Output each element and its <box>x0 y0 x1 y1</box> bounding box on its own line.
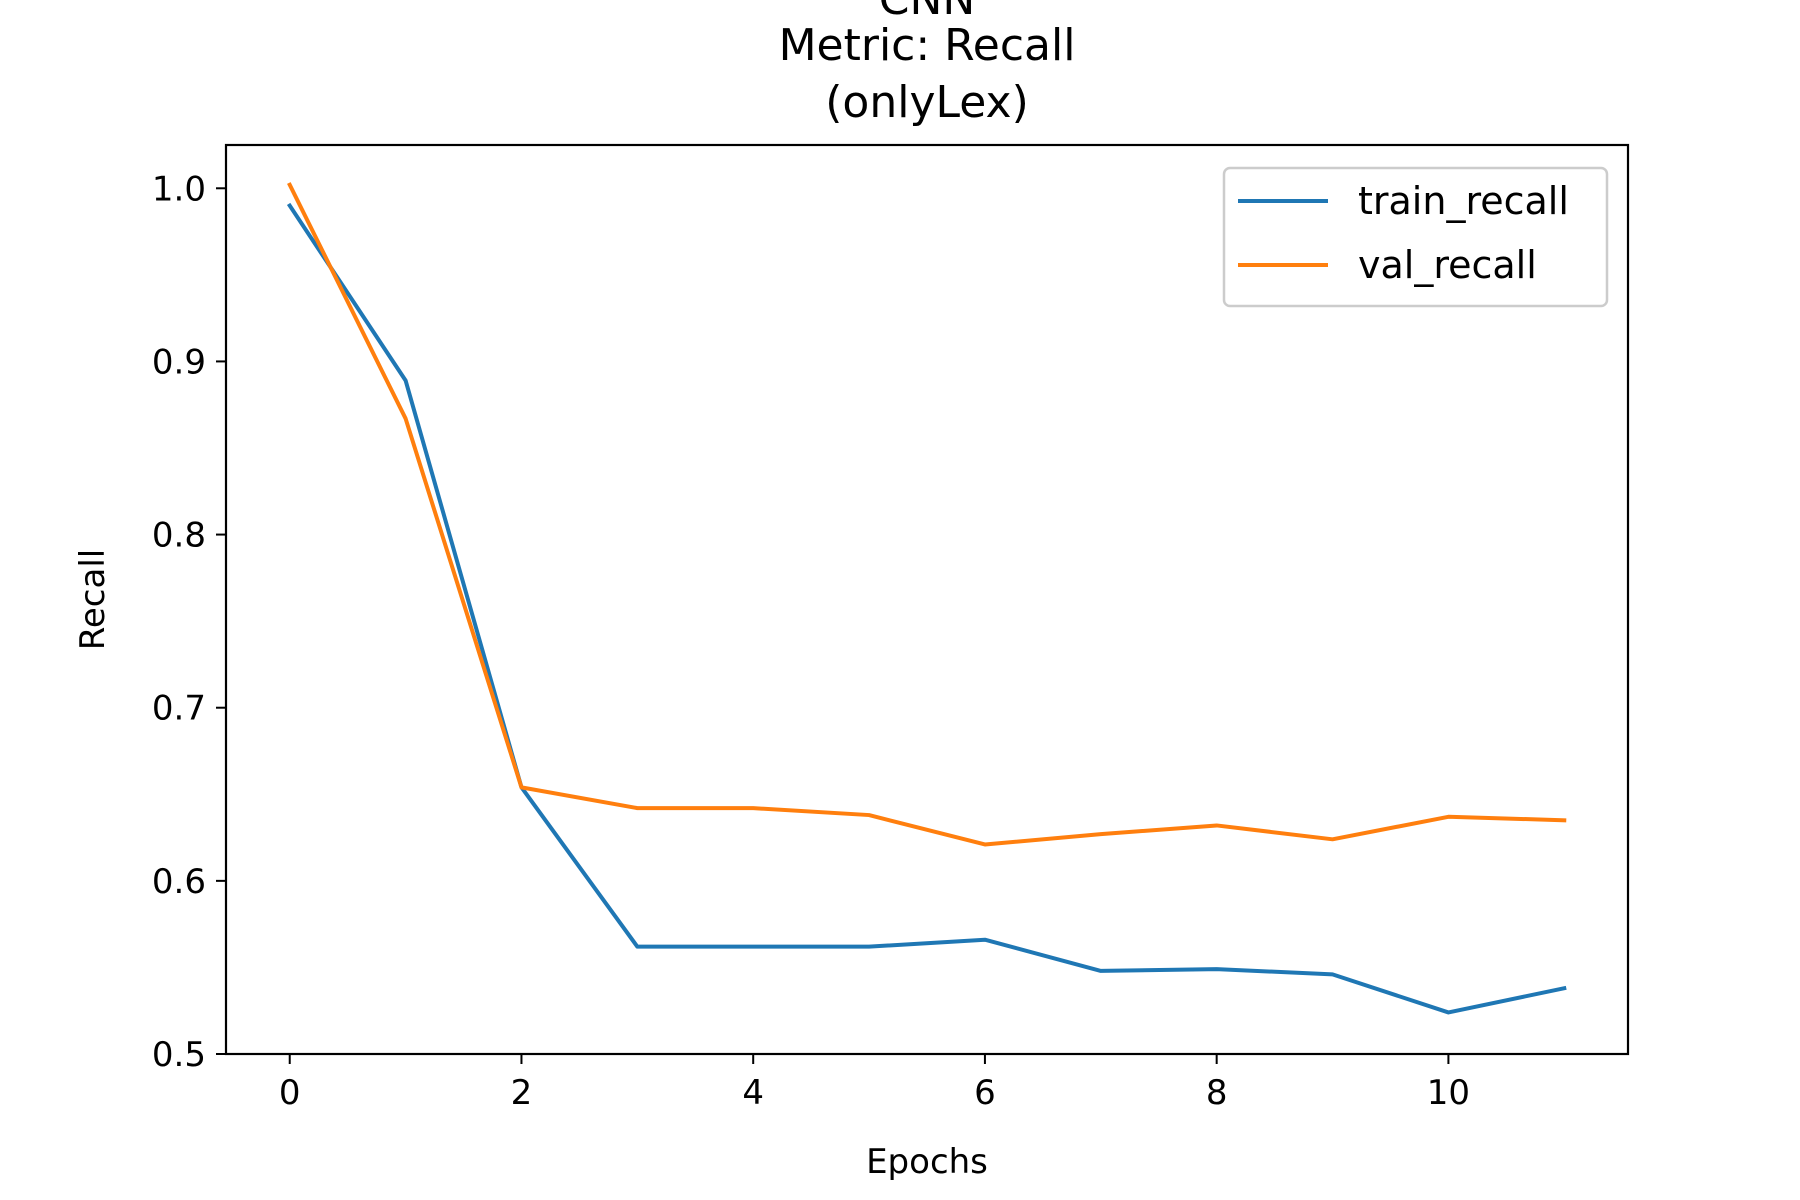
series-line-val_recall <box>287 182 1567 847</box>
x-axis-label: Epochs <box>866 1142 988 1182</box>
y-tick-label: 0.9 <box>152 342 206 382</box>
y-tick-label: 0.6 <box>152 862 206 902</box>
chart-title-line: Metric: Recall <box>779 20 1076 71</box>
y-axis-label: Recall <box>73 549 113 650</box>
chart-title-line: (onlyLex) <box>825 77 1028 128</box>
plot-area-frame <box>224 143 1630 1056</box>
legend-label: train_recall <box>1358 179 1569 223</box>
chart-title: CNNMetric: Recall (onlyLex) <box>779 0 1076 128</box>
y-tick-label: 0.7 <box>152 689 206 729</box>
chart-title-line: CNN <box>879 0 976 25</box>
y-tick-label: 1.0 <box>152 169 206 209</box>
y-tick-label: 0.8 <box>152 516 206 556</box>
series-line-train_recall <box>286 202 1567 1015</box>
x-tick-label: 6 <box>974 1073 996 1113</box>
x-tick-label: 4 <box>742 1073 764 1113</box>
x-tick-label: 2 <box>511 1073 533 1113</box>
legend: train_recall val_recall <box>1222 166 1609 308</box>
y-axis: 0.5 0.6 0.7 0.8 0.9 1.0 <box>152 169 226 1075</box>
x-axis: 0 2 4 6 8 10 <box>279 1054 1470 1113</box>
legend-label: val_recall <box>1358 243 1537 287</box>
y-tick-label: 0.5 <box>152 1035 206 1075</box>
x-tick-label: 0 <box>279 1073 301 1113</box>
plot-series <box>286 182 1567 1015</box>
x-tick-label: 10 <box>1427 1073 1470 1113</box>
x-tick-label: 8 <box>1206 1073 1228 1113</box>
